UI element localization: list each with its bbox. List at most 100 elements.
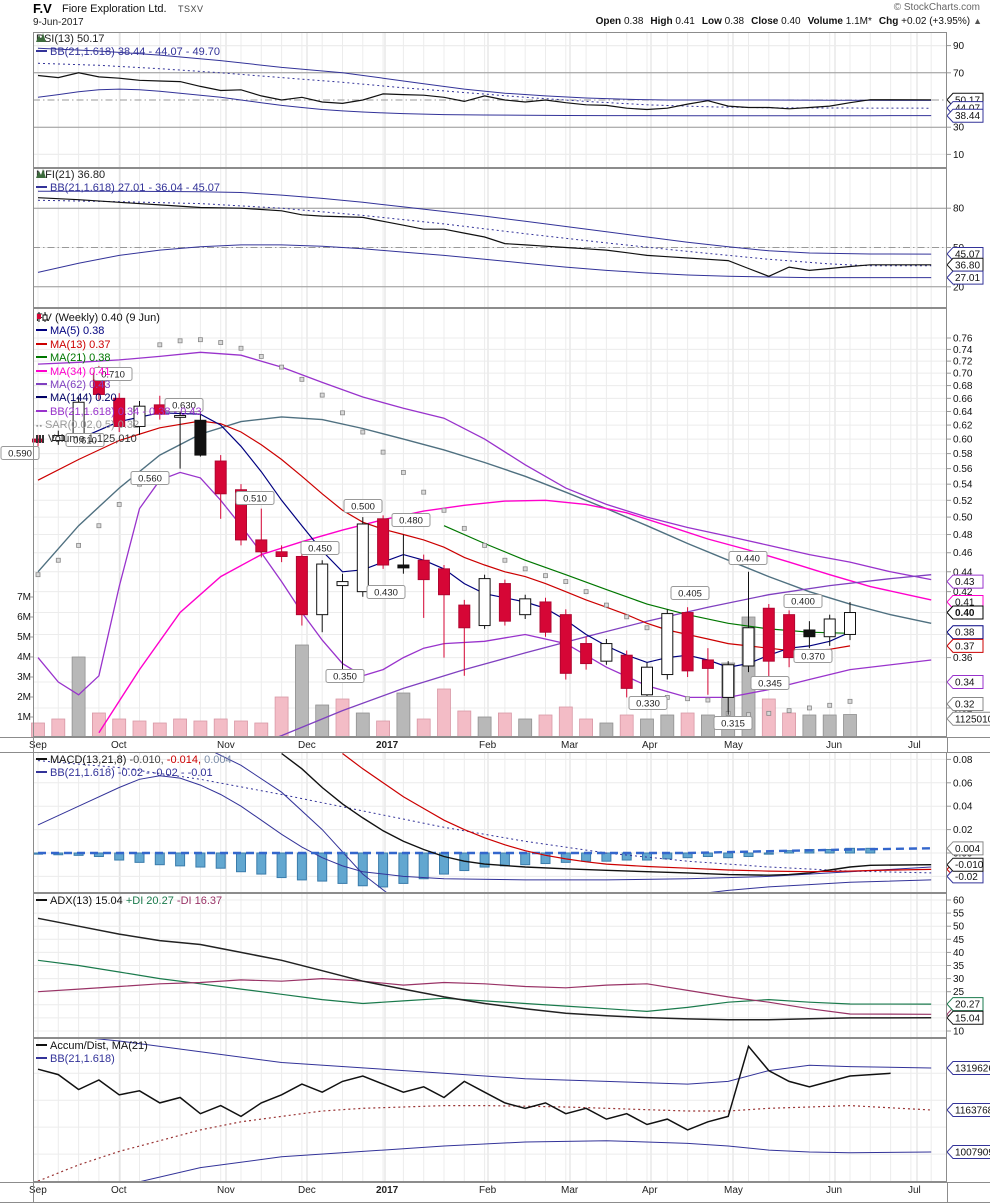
svg-text:0.315: 0.315 <box>721 719 745 730</box>
svg-text:0.330: 0.330 <box>636 699 660 710</box>
svg-text:0.38: 0.38 <box>955 628 975 639</box>
svg-text:10: 10 <box>953 150 965 161</box>
svg-text:0.610: 0.610 <box>73 436 97 447</box>
candles <box>32 365 856 715</box>
svg-text:55: 55 <box>953 909 965 920</box>
svg-text:20.27: 20.27 <box>955 1000 980 1011</box>
axis-label-box <box>946 257 984 272</box>
month-label: Nov <box>217 740 235 751</box>
series-macd-bb-lower <box>212 752 932 893</box>
svg-text:0.440: 0.440 <box>736 554 760 565</box>
month-label: Apr <box>642 1185 658 1196</box>
axis-label-box <box>946 638 984 653</box>
svg-text:20: 20 <box>953 282 965 293</box>
svg-text:30: 30 <box>953 123 965 134</box>
svg-text:0.42: 0.42 <box>953 587 973 598</box>
series-rsi-bb-upper <box>37 47 932 101</box>
svg-text:0.500: 0.500 <box>351 502 375 513</box>
month-label: Apr <box>642 740 658 751</box>
month-label: Dec <box>298 1185 316 1196</box>
svg-text:0.350: 0.350 <box>333 672 357 683</box>
svg-text:0.405: 0.405 <box>678 589 702 600</box>
month-label: Mar <box>561 740 579 751</box>
series-accum-ma21 <box>37 1104 932 1182</box>
series-rsi-bb-lower <box>37 88 932 117</box>
svg-text:0.04: 0.04 <box>953 802 973 813</box>
series-macd-bb-upper <box>37 775 932 881</box>
high-label: High <box>650 16 673 27</box>
x-axis-bottom: Sep Oct Nov Dec 2017 Feb Mar Apr May Jun Jul <box>0 1182 990 1203</box>
svg-text:0.50: 0.50 <box>953 513 973 524</box>
month-label: Sep <box>29 1185 47 1196</box>
svg-text:36.80: 36.80 <box>955 260 980 271</box>
svg-text:0.68: 0.68 <box>953 381 973 392</box>
svg-text:0.36: 0.36 <box>953 653 973 664</box>
series-accum-bb-upper <box>84 1038 932 1085</box>
accum-panel: 1319626 1163768 1007909 <box>33 1038 990 1182</box>
svg-text:10: 10 <box>953 1027 965 1038</box>
svg-text:0.400: 0.400 <box>791 597 815 608</box>
month-label: Feb <box>479 1185 497 1196</box>
volume-value: 1.1M* <box>845 16 872 27</box>
open-value: 0.38 <box>623 16 644 27</box>
series-ma13 <box>37 420 851 652</box>
series-mfi-line <box>37 197 932 277</box>
close-label: Close <box>751 16 779 27</box>
rsi-grid <box>33 32 947 168</box>
svg-text:0.004: 0.004 <box>955 844 980 855</box>
close-value: 0.40 <box>781 16 801 27</box>
svg-text:0.37: 0.37 <box>955 641 975 652</box>
svg-text:45.07: 45.07 <box>955 249 980 260</box>
svg-text:38.44: 38.44 <box>955 111 980 122</box>
svg-text:1163768: 1163768 <box>955 1105 990 1116</box>
month-label: Mar <box>561 1185 579 1196</box>
svg-text:0.630: 0.630 <box>172 401 196 412</box>
svg-text:0.480: 0.480 <box>399 516 423 527</box>
month-label: Jun <box>826 1185 843 1196</box>
svg-text:60: 60 <box>953 896 965 907</box>
month-label: Jun <box>826 740 843 751</box>
series-bb-upper <box>37 351 932 581</box>
low-value: 0.38 <box>724 16 745 27</box>
series-macd-signal <box>342 753 932 873</box>
svg-text:0.64: 0.64 <box>953 407 973 418</box>
svg-text:35: 35 <box>953 961 965 972</box>
macd-grid <box>33 752 947 893</box>
axis-label-box <box>946 108 984 123</box>
svg-text:0.52: 0.52 <box>953 496 973 507</box>
svg-text:0.58: 0.58 <box>953 449 973 460</box>
axis-label-box <box>946 1103 990 1117</box>
series-accum-line <box>37 1044 891 1131</box>
svg-text:0.44: 0.44 <box>953 567 973 578</box>
svg-text:0.74: 0.74 <box>953 345 973 356</box>
axis-label-box <box>946 605 984 620</box>
axis-label-box <box>946 1010 984 1025</box>
svg-text:70: 70 <box>953 68 965 79</box>
adx-grid <box>33 893 947 1038</box>
svg-text:0.370: 0.370 <box>801 652 825 663</box>
low-label: Low <box>701 16 722 27</box>
month-label: Sep <box>29 740 47 751</box>
month-label: Dec <box>298 740 316 751</box>
month-label: Nov <box>217 1185 235 1196</box>
svg-text:0.46: 0.46 <box>953 548 973 559</box>
svg-text:0.32: 0.32 <box>955 699 975 710</box>
axis-label-box <box>946 1061 990 1075</box>
series-mfi-bb-upper <box>38 190 932 255</box>
series-ma62 <box>275 574 932 737</box>
svg-text:0.40: 0.40 <box>955 608 975 619</box>
month-label: Oct <box>111 740 127 751</box>
axis-label-box <box>946 857 984 872</box>
svg-text:1007909: 1007909 <box>955 1148 990 1159</box>
svg-text:25: 25 <box>953 987 965 998</box>
svg-text:1M: 1M <box>17 712 31 723</box>
exchange: TSXV <box>178 4 204 14</box>
series-ma-dark <box>37 416 932 624</box>
price-panel: 1M2M3M4M5M6M7M0.5900.6100.7100.5600.6300… <box>0 308 990 737</box>
svg-text:50.17: 50.17 <box>955 95 980 106</box>
svg-text:0.345: 0.345 <box>758 679 782 690</box>
axis-label-box <box>946 869 984 884</box>
